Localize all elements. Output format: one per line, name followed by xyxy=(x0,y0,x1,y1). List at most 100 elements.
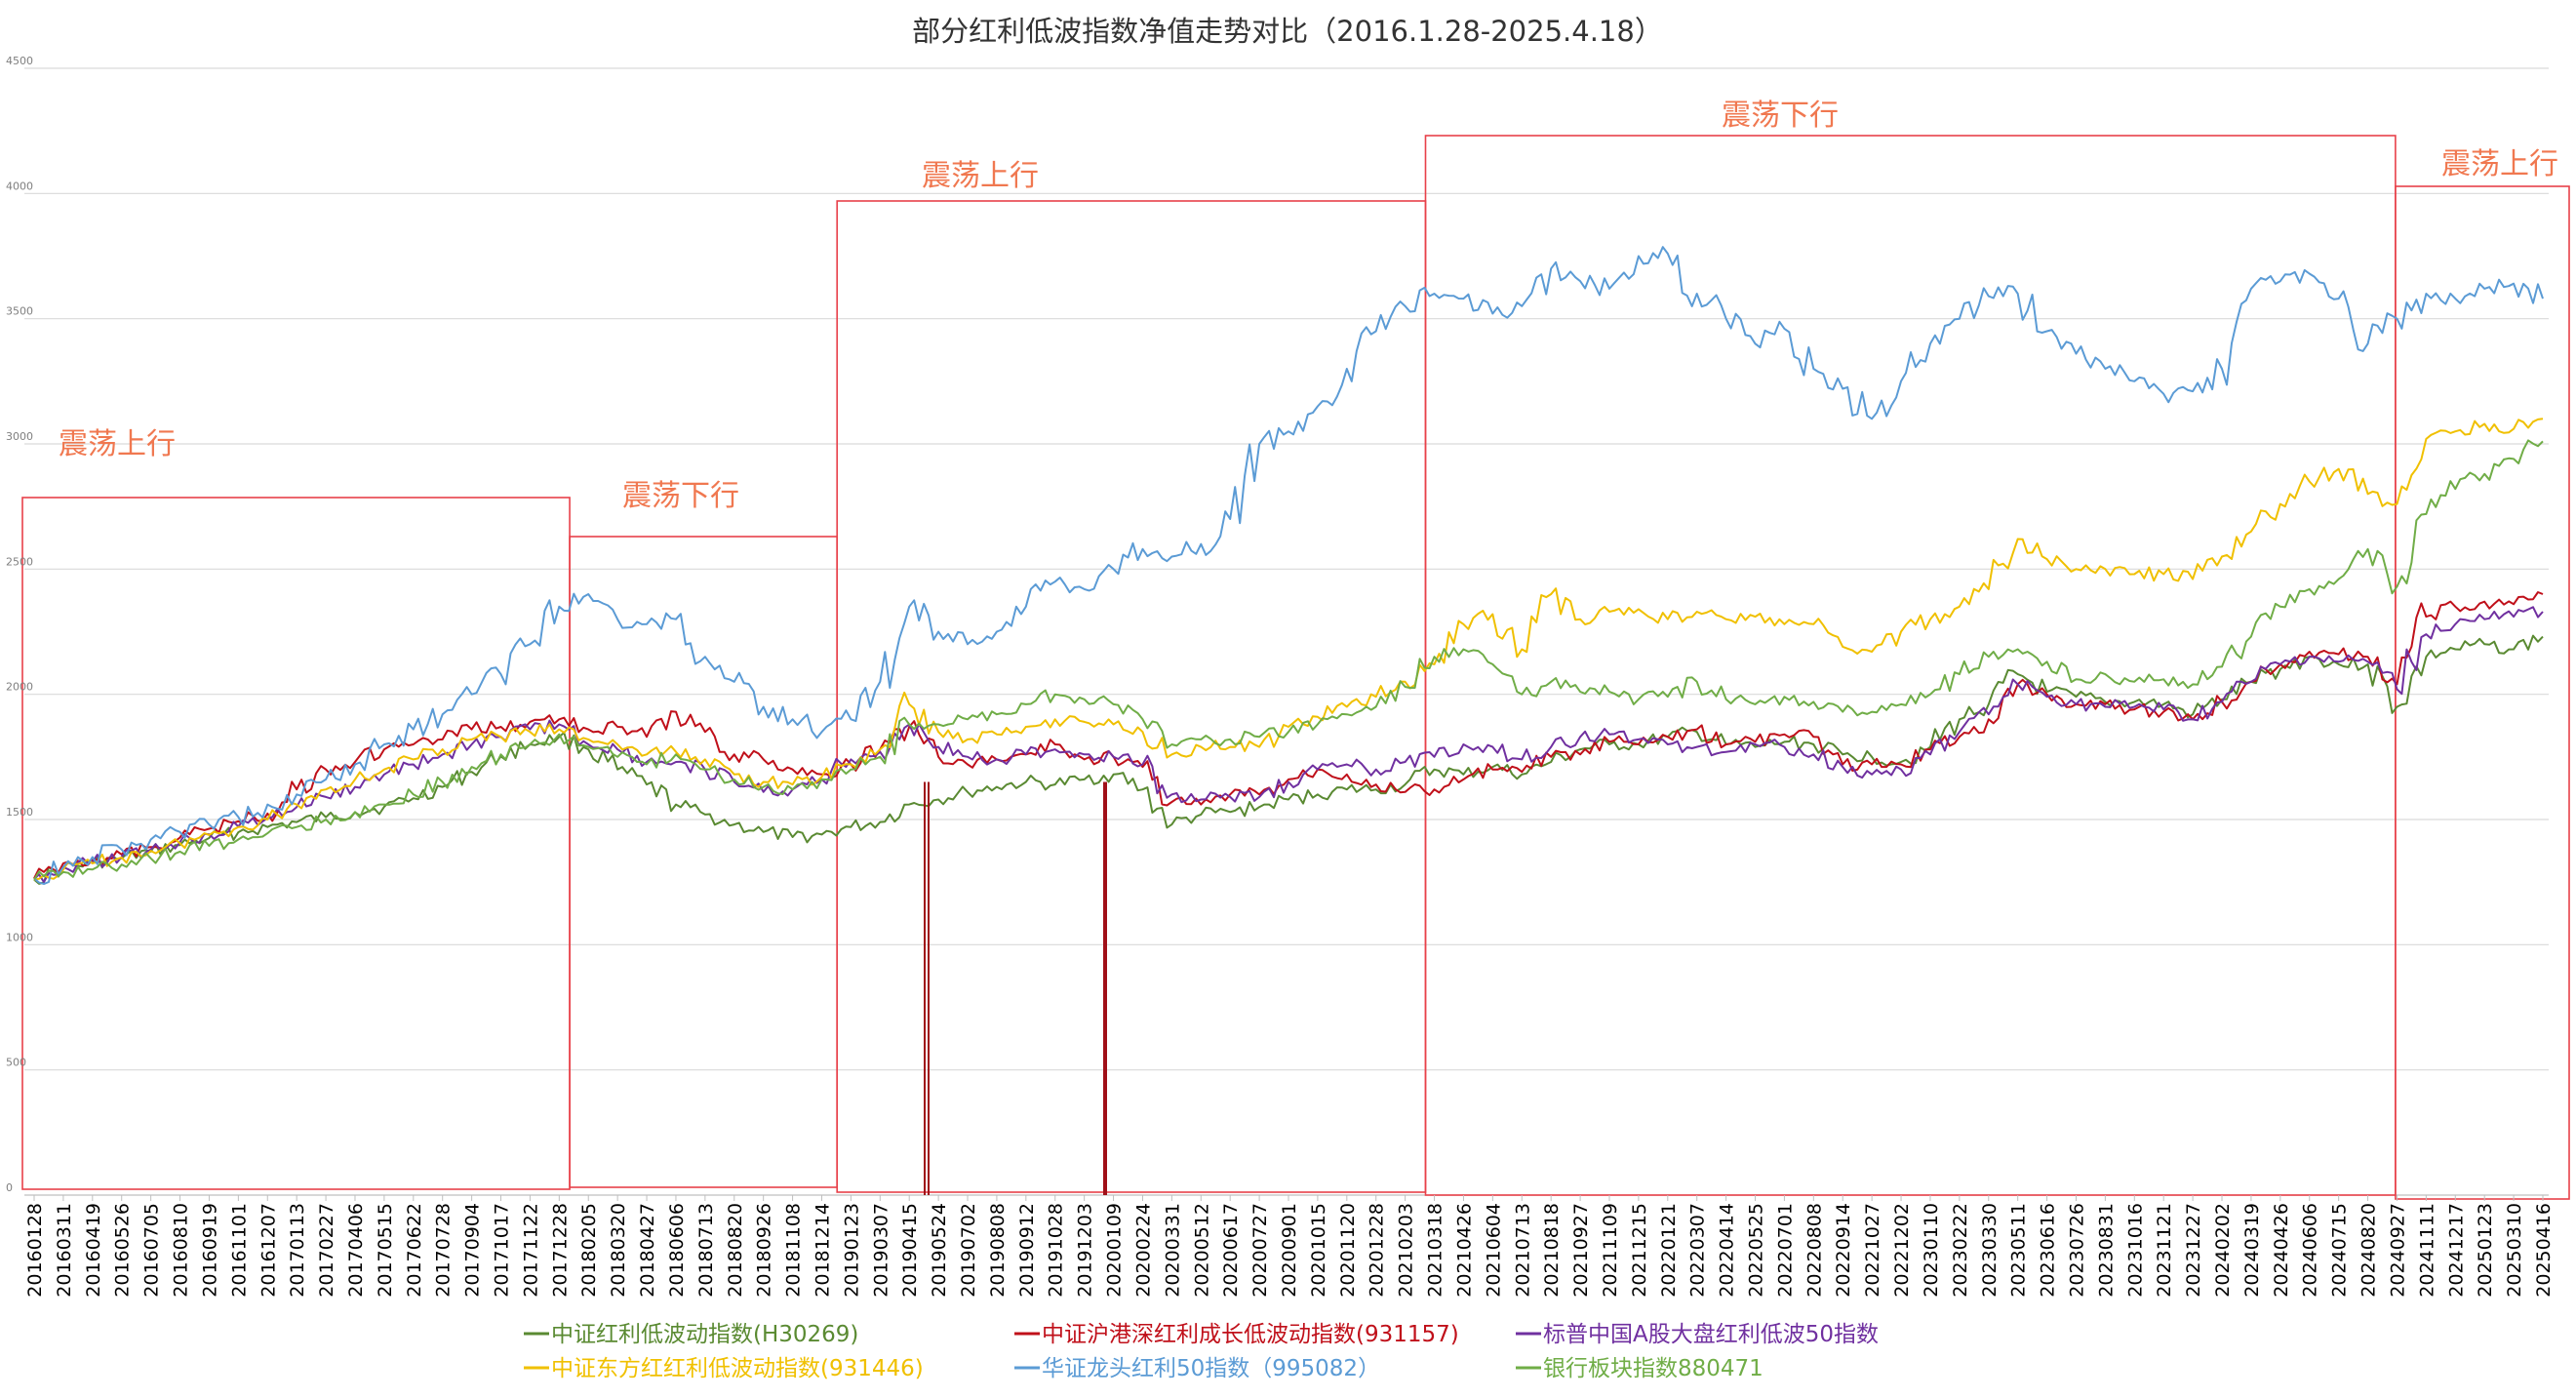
x-tick-label: 20190123 xyxy=(841,1203,862,1298)
x-tick-label: 20170515 xyxy=(375,1203,396,1298)
y-axis-ticks: 0 500 1000 1500 2000 2500 3000 3500 4000 4500 xyxy=(6,55,33,1194)
x-tick-label: 20231227 xyxy=(2183,1203,2204,1298)
legend-entry: 中证红利低波动指数(H30269) xyxy=(551,1322,858,1347)
trend-region-box xyxy=(1424,135,2397,1196)
legend-entry: 中证东方红红利低波动指数(931446) xyxy=(551,1356,924,1381)
y-tick-label: 4500 xyxy=(6,55,33,67)
x-tick-label: 20210713 xyxy=(1512,1203,1533,1298)
x-tick-label: 20220701 xyxy=(1774,1203,1796,1298)
x-tick-label: 20240319 xyxy=(2241,1203,2263,1298)
x-tick-label: 20200512 xyxy=(1191,1203,1212,1298)
x-tick-label: 20211215 xyxy=(1629,1203,1650,1298)
x-tick-label: 20170113 xyxy=(287,1203,308,1298)
trend-region-label: 震荡上行 xyxy=(922,159,1039,193)
legend-entry: 华证龙头红利50指数（995082） xyxy=(1042,1356,1380,1381)
x-tick-label: 20200331 xyxy=(1162,1203,1183,1298)
x-tick-label: 20210604 xyxy=(1483,1203,1504,1298)
legend: 中证红利低波动指数(H30269) 中证沪港深红利成长低波动指数(931157) 标… xyxy=(524,1322,1879,1381)
series-line xyxy=(33,418,2544,881)
series-line xyxy=(33,591,2544,879)
x-tick-label: 20211109 xyxy=(1600,1203,1621,1298)
series-line xyxy=(33,246,2544,886)
series-line xyxy=(33,606,2544,884)
x-tick-label: 20180713 xyxy=(695,1203,717,1298)
y-tick-label: 1500 xyxy=(6,806,33,819)
x-tick-label: 20161207 xyxy=(258,1203,279,1298)
x-tick-label: 20231016 xyxy=(2124,1203,2146,1298)
x-tick-label: 20250123 xyxy=(2475,1203,2496,1298)
x-tick-label: 20241111 xyxy=(2416,1203,2437,1298)
x-tick-label: 20241217 xyxy=(2445,1203,2467,1298)
x-tick-label: 20180606 xyxy=(666,1203,688,1298)
chart-title: 部分红利低波指数净值走势对比（2016.1.28-2025.4.18） xyxy=(912,15,1663,48)
x-tick-label: 20180926 xyxy=(754,1203,775,1298)
x-tick-label: 20220808 xyxy=(1803,1203,1825,1298)
x-tick-label: 20170227 xyxy=(316,1203,337,1298)
y-tick-label: 4000 xyxy=(6,180,33,192)
x-tick-label: 20160419 xyxy=(83,1203,104,1298)
x-tick-label: 20160311 xyxy=(54,1203,75,1298)
x-tick-label: 20200617 xyxy=(1220,1203,1242,1298)
x-tick-label: 20180205 xyxy=(578,1203,600,1298)
x-tick-label: 20181108 xyxy=(783,1203,805,1298)
x-tick-label: 20221202 xyxy=(1891,1203,1913,1298)
x-tick-label: 20191028 xyxy=(1046,1203,1067,1298)
x-tick-label: 20171017 xyxy=(492,1203,513,1298)
x-tick-label: 20171122 xyxy=(520,1203,541,1298)
trend-region-label: 震荡上行 xyxy=(2441,147,2558,181)
x-tick-label: 20180820 xyxy=(725,1203,746,1298)
x-axis-ticks: 20160128 20160311 20160419 20160526 20160705… xyxy=(24,1195,2555,1298)
trend-region-box xyxy=(21,497,571,1190)
legend-entry: 中证沪港深红利成长低波动指数(931157) xyxy=(1042,1322,1459,1347)
trend-region-box xyxy=(2395,185,2570,1200)
x-tick-label: 20220914 xyxy=(1833,1203,1854,1298)
x-tick-label: 20240426 xyxy=(2271,1203,2292,1298)
x-tick-label: 20220525 xyxy=(1746,1203,1767,1298)
y-tick-label: 1000 xyxy=(6,931,33,943)
x-tick-label: 20250416 xyxy=(2533,1203,2555,1298)
x-tick-label: 20230511 xyxy=(2008,1203,2030,1298)
x-tick-label: 20180320 xyxy=(608,1203,629,1298)
series-line xyxy=(33,439,2544,881)
x-tick-label: 20230616 xyxy=(2038,1203,2059,1298)
series-line xyxy=(33,634,2544,885)
trend-region-label: 震荡上行 xyxy=(59,427,176,461)
x-tick-label: 20240820 xyxy=(2358,1203,2380,1298)
x-tick-label: 20230330 xyxy=(1979,1203,2001,1298)
x-tick-label: 20190912 xyxy=(1016,1203,1038,1298)
x-tick-label: 20190415 xyxy=(899,1203,921,1298)
y-tick-label: 3000 xyxy=(6,430,33,443)
x-tick-label: 20160810 xyxy=(171,1203,192,1298)
gridlines xyxy=(24,67,2549,1196)
x-tick-label: 20220121 xyxy=(1658,1203,1680,1298)
x-tick-label: 20160526 xyxy=(112,1203,134,1298)
x-tick-label: 20160919 xyxy=(199,1203,220,1298)
legend-entry: 标普中国A股大盘红利低波50指数 xyxy=(1543,1322,1879,1347)
trend-region-label: 震荡下行 xyxy=(622,479,739,513)
x-tick-label: 20181214 xyxy=(812,1203,833,1298)
x-tick-label: 20220307 xyxy=(1687,1203,1709,1298)
x-tick-label: 20170904 xyxy=(462,1203,484,1298)
x-tick-label: 20190702 xyxy=(958,1203,979,1298)
y-tick-label: 3500 xyxy=(6,305,33,318)
x-tick-label: 20230222 xyxy=(1950,1203,1971,1298)
x-tick-label: 20210927 xyxy=(1570,1203,1592,1298)
x-tick-label: 20201228 xyxy=(1367,1203,1388,1298)
x-tick-label: 20210203 xyxy=(1396,1203,1417,1298)
x-tick-label: 20200109 xyxy=(1104,1203,1126,1298)
x-tick-label: 20201015 xyxy=(1308,1203,1329,1298)
x-tick-label: 20190524 xyxy=(929,1203,950,1298)
x-tick-label: 20240715 xyxy=(2329,1203,2351,1298)
x-tick-label: 20200224 xyxy=(1132,1203,1154,1298)
x-tick-label: 20230110 xyxy=(1921,1203,1942,1298)
x-tick-label: 20170622 xyxy=(404,1203,425,1298)
x-tick-label: 20240606 xyxy=(2300,1203,2321,1298)
x-tick-label: 20231121 xyxy=(2154,1203,2175,1298)
y-tick-label: 2500 xyxy=(6,555,33,568)
x-tick-label: 20221027 xyxy=(1862,1203,1883,1298)
y-tick-label: 500 xyxy=(6,1057,26,1069)
x-tick-label: 20210426 xyxy=(1453,1203,1475,1298)
x-tick-label: 20220414 xyxy=(1717,1203,1738,1298)
